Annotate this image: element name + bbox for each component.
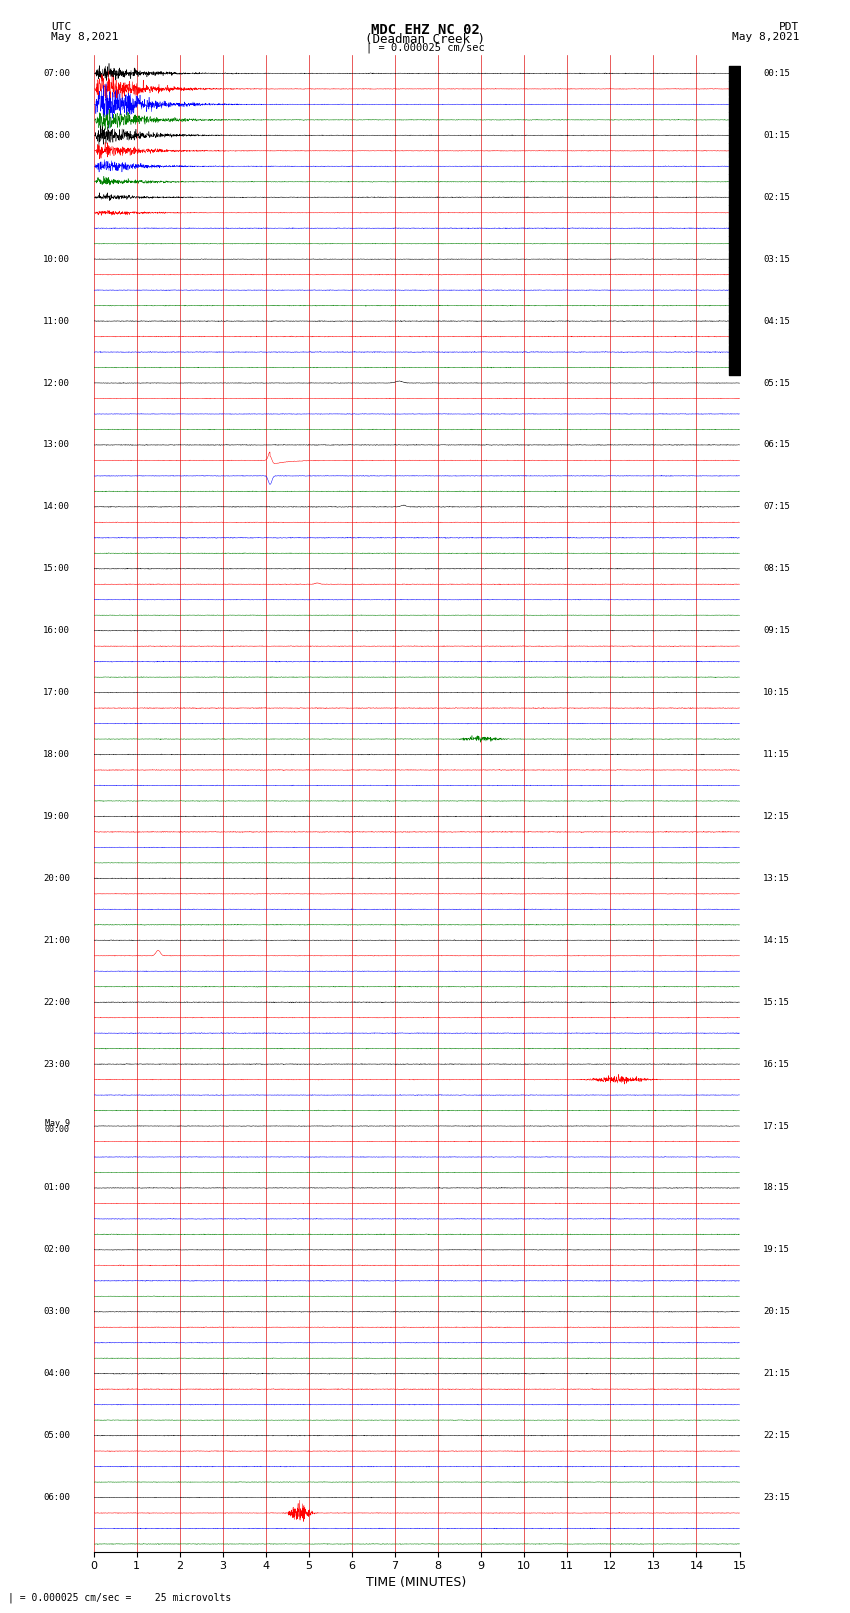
Text: 17:00: 17:00	[43, 689, 70, 697]
Text: 16:00: 16:00	[43, 626, 70, 636]
Text: 02:15: 02:15	[763, 192, 790, 202]
Text: 15:00: 15:00	[43, 565, 70, 573]
Text: 03:00: 03:00	[43, 1307, 70, 1316]
Text: 16:15: 16:15	[763, 1060, 790, 1068]
Text: 06:15: 06:15	[763, 440, 790, 450]
Text: 13:15: 13:15	[763, 874, 790, 882]
Text: 21:00: 21:00	[43, 936, 70, 945]
Text: | = 0.000025 cm/sec: | = 0.000025 cm/sec	[366, 44, 484, 53]
Text: (Deadman Creek ): (Deadman Creek )	[365, 32, 485, 47]
Text: 18:00: 18:00	[43, 750, 70, 760]
Text: May 8,2021: May 8,2021	[732, 32, 799, 42]
Text: 05:15: 05:15	[763, 379, 790, 387]
Text: 01:00: 01:00	[43, 1184, 70, 1192]
Text: 13:00: 13:00	[43, 440, 70, 450]
Text: 01:15: 01:15	[763, 131, 790, 140]
Text: 19:00: 19:00	[43, 811, 70, 821]
Text: 11:00: 11:00	[43, 316, 70, 326]
Text: 22:15: 22:15	[763, 1431, 790, 1440]
Text: 08:00: 08:00	[43, 131, 70, 140]
Text: 20:15: 20:15	[763, 1307, 790, 1316]
Text: 12:00: 12:00	[43, 379, 70, 387]
Text: 05:00: 05:00	[43, 1431, 70, 1440]
Text: 07:15: 07:15	[763, 502, 790, 511]
Text: PDT: PDT	[779, 23, 799, 32]
Text: 09:00: 09:00	[43, 192, 70, 202]
Text: 10:15: 10:15	[763, 689, 790, 697]
Text: 14:00: 14:00	[43, 502, 70, 511]
Text: 02:00: 02:00	[43, 1245, 70, 1255]
Text: 04:15: 04:15	[763, 316, 790, 326]
X-axis label: TIME (MINUTES): TIME (MINUTES)	[366, 1576, 467, 1589]
Text: 21:15: 21:15	[763, 1369, 790, 1378]
Text: UTC: UTC	[51, 23, 71, 32]
Text: 12:15: 12:15	[763, 811, 790, 821]
Text: 20:00: 20:00	[43, 874, 70, 882]
Text: 23:15: 23:15	[763, 1494, 790, 1502]
Text: 00:00: 00:00	[45, 1126, 70, 1134]
Text: MDC EHZ NC 02: MDC EHZ NC 02	[371, 24, 479, 37]
Text: 08:15: 08:15	[763, 565, 790, 573]
Text: 10:00: 10:00	[43, 255, 70, 263]
Text: May 9: May 9	[45, 1119, 70, 1127]
Text: | = 0.000025 cm/sec =    25 microvolts: | = 0.000025 cm/sec = 25 microvolts	[8, 1592, 232, 1603]
Text: May 8,2021: May 8,2021	[51, 32, 118, 42]
Text: 19:15: 19:15	[763, 1245, 790, 1255]
Text: 03:15: 03:15	[763, 255, 790, 263]
Text: 09:15: 09:15	[763, 626, 790, 636]
Text: 00:15: 00:15	[763, 69, 790, 77]
Text: 07:00: 07:00	[43, 69, 70, 77]
Text: 14:15: 14:15	[763, 936, 790, 945]
Text: 06:00: 06:00	[43, 1494, 70, 1502]
Text: 04:00: 04:00	[43, 1369, 70, 1378]
Text: 18:15: 18:15	[763, 1184, 790, 1192]
Text: 15:15: 15:15	[763, 998, 790, 1007]
Text: 11:15: 11:15	[763, 750, 790, 760]
Text: 22:00: 22:00	[43, 998, 70, 1007]
Text: 17:15: 17:15	[763, 1121, 790, 1131]
Text: 23:00: 23:00	[43, 1060, 70, 1068]
